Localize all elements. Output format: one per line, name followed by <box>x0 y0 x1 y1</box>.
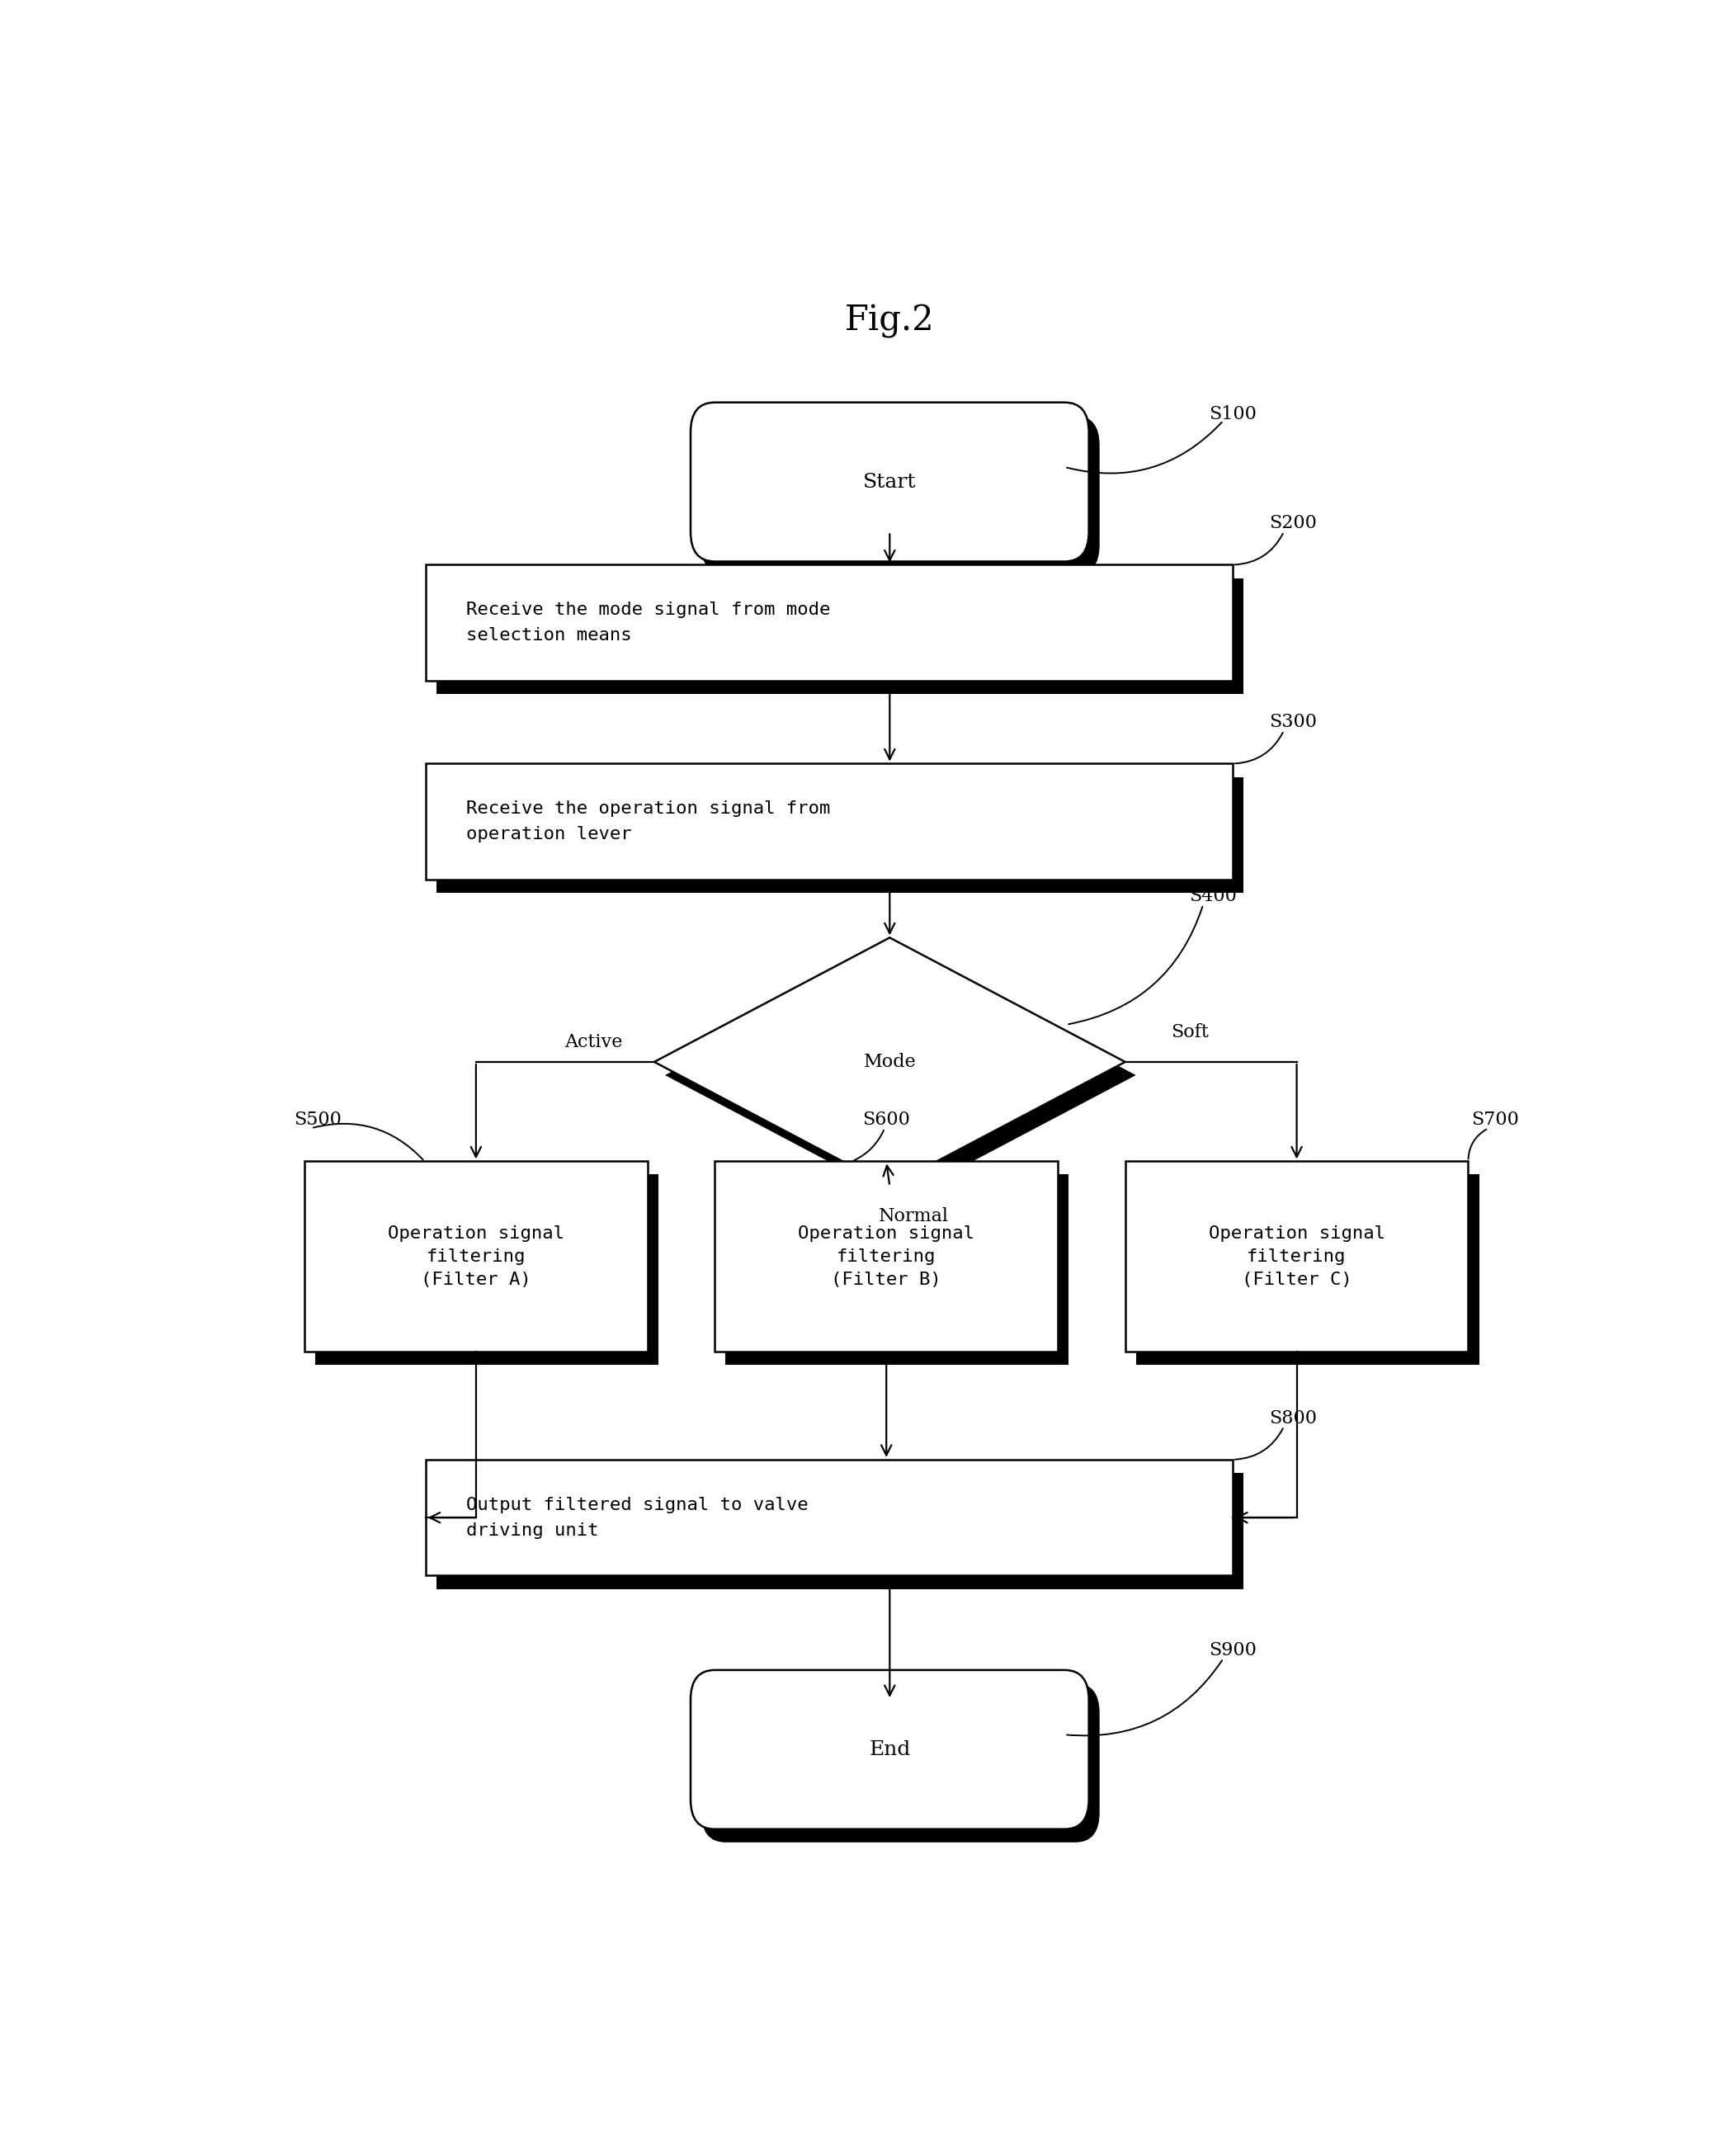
Polygon shape <box>665 951 1135 1199</box>
FancyBboxPatch shape <box>691 402 1088 562</box>
Text: S600: S600 <box>863 1110 910 1130</box>
Text: S100: S100 <box>1208 405 1257 424</box>
Text: S500: S500 <box>293 1110 342 1130</box>
Bar <box>436 579 1243 695</box>
Bar <box>1125 1162 1469 1351</box>
Text: Start: Start <box>863 473 917 491</box>
Text: Receive the operation signal from
operation lever: Receive the operation signal from operat… <box>465 801 830 844</box>
Text: Operation signal
filtering
(Filter B): Operation signal filtering (Filter B) <box>799 1224 974 1287</box>
Text: S400: S400 <box>1189 887 1236 906</box>
Bar <box>726 1175 1069 1364</box>
Bar <box>316 1175 658 1364</box>
Bar <box>304 1162 648 1351</box>
Text: Operation signal
filtering
(Filter C): Operation signal filtering (Filter C) <box>1208 1224 1385 1287</box>
Text: Mode: Mode <box>863 1052 917 1072</box>
FancyBboxPatch shape <box>701 415 1099 575</box>
Text: Operation signal
filtering
(Filter A): Operation signal filtering (Filter A) <box>387 1224 564 1287</box>
Bar <box>436 1472 1243 1588</box>
Text: S200: S200 <box>1269 514 1318 532</box>
Bar <box>425 1459 1233 1575</box>
Bar <box>436 777 1243 893</box>
Polygon shape <box>654 938 1125 1186</box>
Text: S900: S900 <box>1208 1642 1257 1659</box>
Text: Active: Active <box>564 1033 623 1050</box>
Bar <box>425 564 1233 680</box>
Bar <box>1135 1175 1479 1364</box>
FancyBboxPatch shape <box>691 1670 1088 1829</box>
Text: Soft: Soft <box>1170 1022 1208 1042</box>
Text: S700: S700 <box>1470 1110 1519 1130</box>
Text: End: End <box>870 1741 910 1758</box>
FancyBboxPatch shape <box>701 1683 1099 1842</box>
Text: Output filtered signal to valve
driving unit: Output filtered signal to valve driving … <box>465 1496 807 1539</box>
Bar <box>425 764 1233 880</box>
Text: Normal: Normal <box>878 1207 950 1224</box>
Text: Fig.2: Fig.2 <box>845 303 934 338</box>
Text: S800: S800 <box>1269 1410 1318 1427</box>
Bar <box>715 1162 1057 1351</box>
Text: S300: S300 <box>1269 712 1318 732</box>
Text: Receive the mode signal from mode
selection means: Receive the mode signal from mode select… <box>465 603 830 643</box>
